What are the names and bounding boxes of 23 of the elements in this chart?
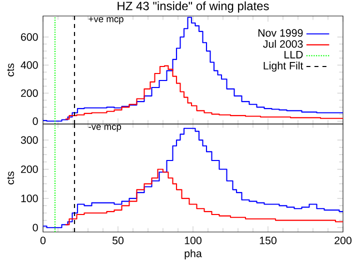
- annotation: +ve mcp: [88, 16, 124, 24]
- y-axis-title: cts: [7, 172, 14, 184]
- y-tick-label: 400: [20, 61, 38, 69]
- x-tick-label: 0: [40, 236, 46, 244]
- y-tick-label: 200: [21, 165, 38, 174]
- legend-label: Light Filt: [264, 62, 304, 72]
- legend-label: Nov 1999: [258, 29, 303, 37]
- x-tick-label: 50: [112, 236, 124, 244]
- y-axis-title: cts: [7, 64, 14, 76]
- chart-title: HZ 43 "inside" of wing plates: [118, 1, 269, 13]
- legend-label: Jul 2003: [263, 40, 303, 48]
- y-tick-label: 600: [21, 33, 38, 41]
- y-tick-label: 100: [21, 194, 38, 202]
- x-tick-label: 100: [184, 236, 202, 244]
- y-tick-label: 0: [32, 117, 38, 125]
- y-tick-label: 200: [21, 89, 38, 97]
- x-tick-label: 150: [260, 236, 276, 244]
- x-axis-title: pha: [184, 249, 202, 260]
- x-tick-label: 200: [334, 236, 352, 244]
- legend-label: LLD: [284, 50, 303, 58]
- y-tick-label: 0: [32, 224, 38, 232]
- annotation: -ve mcp: [88, 124, 122, 132]
- y-tick-label: 300: [20, 136, 38, 144]
